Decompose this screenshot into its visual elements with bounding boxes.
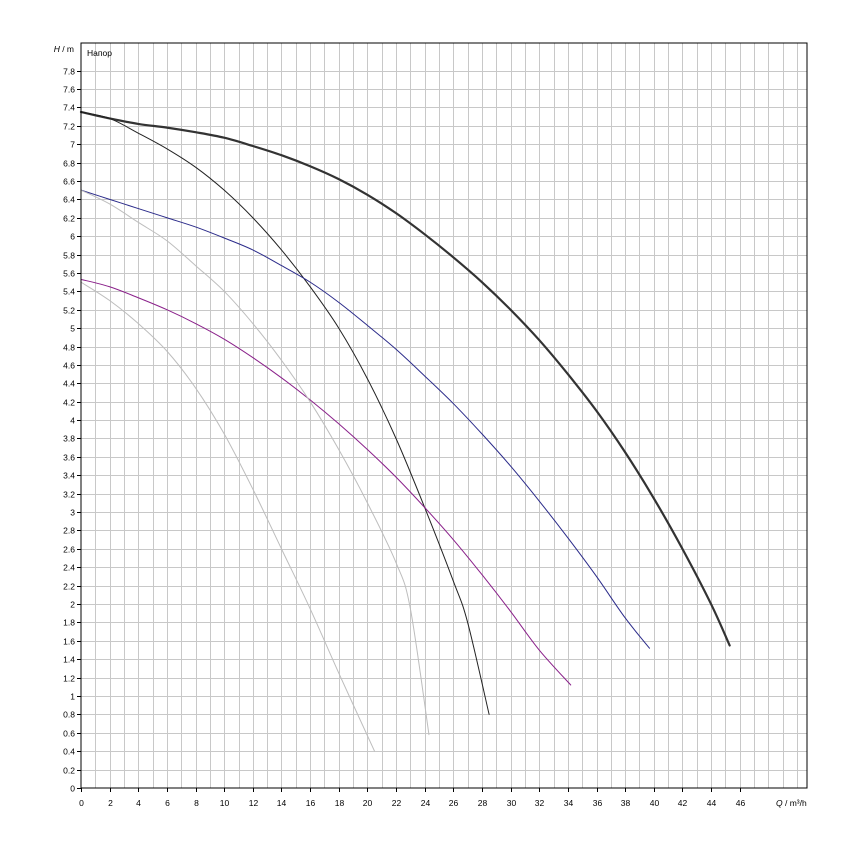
y-tick-label: 6.6 xyxy=(63,177,75,187)
y-tick-label: 1.2 xyxy=(63,674,75,684)
curve-series-2 xyxy=(80,111,490,715)
y-tick-label: 0.6 xyxy=(63,729,75,739)
x-tick-label: 12 xyxy=(249,798,259,808)
x-tick-label: 14 xyxy=(277,798,287,808)
curve-series-1 xyxy=(79,110,731,647)
y-tick-label: 6 xyxy=(70,232,75,242)
legend-label: Напор xyxy=(87,48,112,58)
x-tick-label: 46 xyxy=(736,798,746,808)
y-tick-label: 1.8 xyxy=(63,618,75,628)
x-tick-label: 34 xyxy=(564,798,574,808)
y-tick-label: 2.4 xyxy=(63,563,75,573)
y-tick-label: 5.2 xyxy=(63,306,75,316)
y-tick-label: 7.4 xyxy=(63,103,75,113)
y-tick-label: 5.6 xyxy=(63,269,75,279)
x-tick-label: 2 xyxy=(108,798,113,808)
y-tick-label: 4.8 xyxy=(63,343,75,353)
y-tick-label: 7.2 xyxy=(63,122,75,132)
y-tick-label: 2.6 xyxy=(63,545,75,555)
y-tick-label: 7.6 xyxy=(63,85,75,95)
x-tick-label: 30 xyxy=(507,798,517,808)
y-tick-label: 2.8 xyxy=(63,526,75,536)
chart-grid xyxy=(81,43,807,788)
y-tick-label: 1.6 xyxy=(63,637,75,647)
y-tick-label: 4.2 xyxy=(63,398,75,408)
y-tick-label: 2.2 xyxy=(63,582,75,592)
y-tick-label: 1.4 xyxy=(63,655,75,665)
chart-ticks xyxy=(77,71,741,792)
curve-series-4 xyxy=(80,278,572,686)
x-tick-label: 10 xyxy=(220,798,230,808)
x-tick-label: 24 xyxy=(421,798,431,808)
y-tick-label: 6.4 xyxy=(63,195,75,205)
y-tick-label: 7 xyxy=(70,140,75,150)
x-tick-label: 16 xyxy=(306,798,316,808)
x-tick-label: 0 xyxy=(79,798,84,808)
x-tick-label: 6 xyxy=(165,798,170,808)
x-tick-label: 20 xyxy=(363,798,373,808)
y-tick-label: 5.4 xyxy=(63,287,75,297)
y-tick-label: 5.8 xyxy=(63,251,75,261)
x-tick-label: 38 xyxy=(621,798,631,808)
y-tick-label: 0 xyxy=(70,784,75,794)
y-tick-label: 3.2 xyxy=(63,490,75,500)
x-tick-label: 40 xyxy=(650,798,660,808)
y-tick-label: 7.8 xyxy=(63,67,75,77)
y-tick-label: 1 xyxy=(70,692,75,702)
y-tick-label: 6.2 xyxy=(63,214,75,224)
y-tick-label: 0.2 xyxy=(63,766,75,776)
y-tick-label: 4 xyxy=(70,416,75,426)
chart-curves xyxy=(79,110,731,752)
y-tick-label: 4.6 xyxy=(63,361,75,371)
x-tick-label: 22 xyxy=(392,798,402,808)
curve-series-5 xyxy=(80,189,430,736)
plot-frame xyxy=(80,42,808,789)
y-tick-label: 3.6 xyxy=(63,453,75,463)
y-tick-label: 3 xyxy=(70,508,75,518)
x-tick-label: 42 xyxy=(678,798,688,808)
x-axis-label: Q / m³/h xyxy=(776,798,807,808)
y-tick-label: 0.8 xyxy=(63,710,75,720)
x-tick-label: 44 xyxy=(707,798,717,808)
y-tick-label: 0.4 xyxy=(63,747,75,757)
chart-tick-labels: 0 0.2 0.4 0.6 0.8 1 1.2 1.4 1.6 1.8 2 2.2 2.4 2.6 2.8 3… xyxy=(63,67,745,809)
y-tick-label: 5 xyxy=(70,324,75,334)
y-tick-label: 4.4 xyxy=(63,379,75,389)
y-tick-label: 6.8 xyxy=(63,159,75,169)
y-axis-label: H / m xyxy=(54,44,74,54)
curve-series-6 xyxy=(80,281,376,752)
x-tick-label: 28 xyxy=(478,798,488,808)
x-tick-label: 4 xyxy=(136,798,141,808)
y-tick-label: 3.8 xyxy=(63,434,75,444)
y-tick-label: 3.4 xyxy=(63,471,75,481)
x-tick-label: 36 xyxy=(593,798,603,808)
y-tick-label: 2 xyxy=(70,600,75,610)
x-tick-label: 8 xyxy=(194,798,199,808)
x-tick-label: 32 xyxy=(535,798,545,808)
x-tick-label: 18 xyxy=(335,798,345,808)
curve-series-3 xyxy=(80,189,650,649)
x-tick-label: 26 xyxy=(449,798,459,808)
